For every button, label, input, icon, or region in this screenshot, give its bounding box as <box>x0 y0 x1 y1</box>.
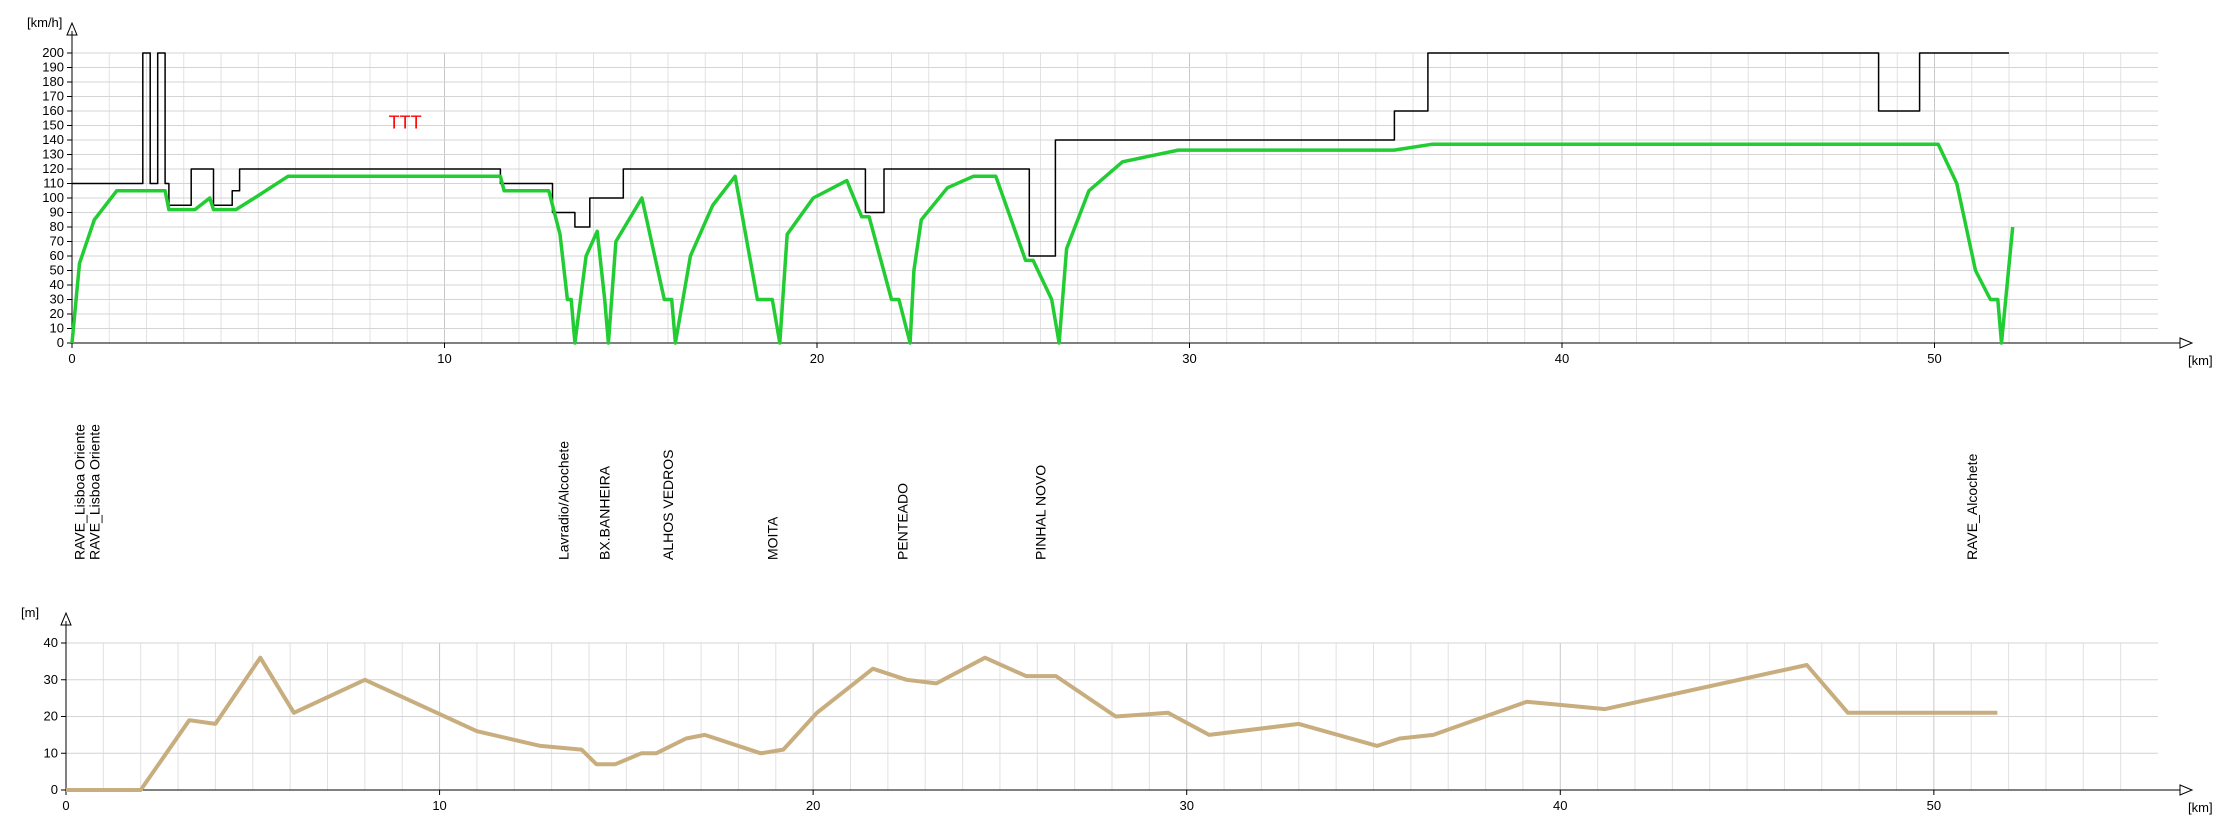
speed-y-tick-label: 20 <box>50 306 64 321</box>
speed-y-tick-label: 130 <box>42 147 64 162</box>
elevation-x-tick-label: 40 <box>1553 798 1567 813</box>
elevation-x-tick-label: 10 <box>432 798 446 813</box>
speed-x-tick-label: 0 <box>68 351 75 366</box>
elevation-series-1-line <box>66 655 1998 792</box>
speed-y-tick-label: 10 <box>50 321 64 336</box>
speed-y-tick-label: 140 <box>42 132 64 147</box>
speed-y-tick-label: 110 <box>43 176 64 191</box>
station-label: PINHAL NOVO <box>1033 465 1049 560</box>
elevation-x-axis-unit: [km] <box>2188 800 2213 815</box>
speed-series-2-line <box>70 142 2015 345</box>
elevation-y-tick-label: 0 <box>51 782 58 797</box>
station-label: BX.BANHEIRA <box>597 465 613 560</box>
station-label: RAVE_Lisboa Oriente <box>71 424 87 560</box>
speed-series-1-line <box>72 52 2009 257</box>
elevation-x-tick-label: 0 <box>62 798 69 813</box>
elevation-x-tick-label: 30 <box>1179 798 1193 813</box>
speed-y-tick-label: 120 <box>42 161 64 176</box>
speed-y-tick-label: 100 <box>42 190 64 205</box>
elevation-x-tick-label: 20 <box>806 798 820 813</box>
speed-y-tick-label: 170 <box>42 89 64 104</box>
speed-annotation: TTT <box>389 112 422 132</box>
speed-y-tick-label: 190 <box>42 60 64 75</box>
elevation-x-tick-label: 50 <box>1927 798 1941 813</box>
station-label: MOITA <box>764 516 780 560</box>
speed-x-axis-arrow <box>2179 337 2194 349</box>
elevation-y-tick-label: 20 <box>44 709 58 724</box>
speed-y-tick-label: 90 <box>50 205 64 220</box>
station-label: RAVE_Lisboa Oriente <box>86 424 102 560</box>
speed-y-tick-label: 0 <box>57 335 64 350</box>
station-label: Lavradio/Alcochete <box>556 441 572 560</box>
station-label: RAVE_Alcochete <box>1964 453 1980 560</box>
speed-y-tick-label: 200 <box>42 45 64 60</box>
speed-y-axis-arrow <box>66 21 78 36</box>
speed-y-tick-label: 180 <box>42 74 64 89</box>
speed-y-tick-label: 150 <box>42 118 64 133</box>
speed-y-axis-unit: [km/h] <box>27 15 62 30</box>
speed-y-tick-label: 70 <box>50 234 64 249</box>
elevation-y-tick-label: 30 <box>44 672 58 687</box>
speed-y-tick-label: 60 <box>50 248 64 263</box>
speed-y-tick-label: 30 <box>50 292 64 307</box>
station-label: ALHOS VEDROS <box>660 450 676 560</box>
speed-x-tick-label: 20 <box>810 351 824 366</box>
station-label: PENTEADO <box>895 483 911 560</box>
speed-x-axis-unit: [km] <box>2188 353 2213 368</box>
elevation-x-axis-arrow <box>2179 784 2194 796</box>
speed-x-tick-label: 40 <box>1555 351 1569 366</box>
elevation-y-tick-label: 10 <box>44 745 58 760</box>
speed-x-tick-label: 10 <box>437 351 451 366</box>
speed-x-tick-label: 30 <box>1182 351 1196 366</box>
speed-y-tick-label: 40 <box>50 277 64 292</box>
speed-y-tick-label: 50 <box>50 263 64 278</box>
speed-y-tick-label: 80 <box>50 219 64 234</box>
elevation-y-axis-unit: [m] <box>21 605 39 620</box>
speed-y-tick-label: 160 <box>42 103 64 118</box>
elevation-y-axis-arrow <box>60 611 72 626</box>
speed-x-tick-label: 50 <box>1927 351 1941 366</box>
elevation-y-tick-label: 40 <box>44 635 58 650</box>
